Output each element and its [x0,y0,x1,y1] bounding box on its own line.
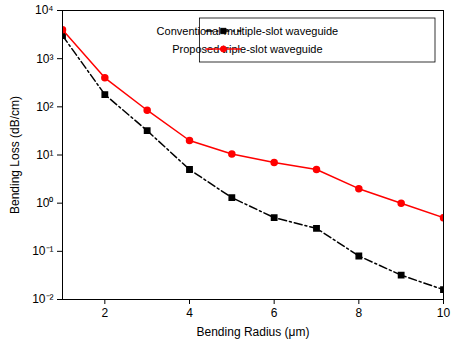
svg-text:10⁻¹: 10⁻¹ [32,244,53,258]
svg-text:8: 8 [355,306,362,320]
svg-text:10²: 10² [36,100,53,114]
svg-text:10³: 10³ [36,52,53,66]
svg-text:10¹: 10¹ [36,148,53,162]
svg-text:10⁰: 10⁰ [36,196,53,210]
svg-text:10⁴: 10⁴ [35,3,54,17]
svg-text:Conventional multiple-slot wav: Conventional multiple-slot waveguide [157,25,339,37]
svg-text:6: 6 [271,306,278,320]
svg-text:10: 10 [437,306,451,320]
svg-text:Bending Radius (μm): Bending Radius (μm) [197,325,310,339]
svg-text:2: 2 [101,306,108,320]
svg-text:Bending Loss (dB/cm): Bending Loss (dB/cm) [8,96,22,214]
svg-text:Proposed triple-slot waveguide: Proposed triple-slot waveguide [172,43,322,55]
svg-text:4: 4 [186,306,193,320]
svg-text:10⁻²: 10⁻² [32,292,53,306]
